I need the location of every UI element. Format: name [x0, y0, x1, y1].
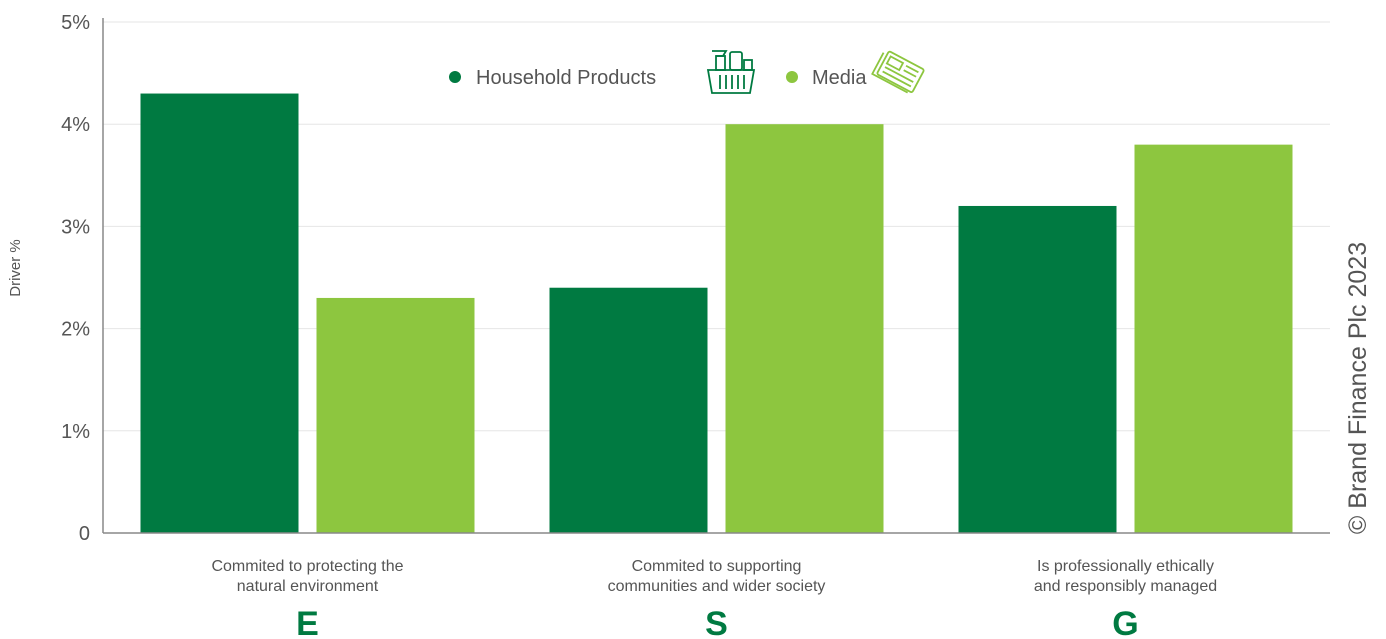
gridlines [103, 21, 1330, 432]
cleaning-basket-icon [706, 50, 756, 94]
y-tick-label: 0 [79, 523, 90, 545]
esg-letter-e: E [296, 605, 319, 639]
newspaper-icon [871, 50, 925, 94]
bar-household-products-2 [958, 205, 1117, 533]
y-tick-label: 5% [61, 12, 90, 34]
esg-letter-s: S [705, 605, 728, 639]
legend-item-household[interactable]: Household Products [449, 50, 756, 94]
x-category-label: Commited to supporting [632, 558, 802, 575]
esg-letter-g: G [1112, 605, 1138, 639]
bar-household-products-0 [140, 93, 299, 533]
legend-marker-media [786, 71, 798, 83]
y-tick-label: 4% [61, 114, 90, 136]
x-category-label: communities and wider society [608, 578, 826, 595]
category-labels: Commited to protecting the natural enviro… [211, 558, 1217, 639]
legend[interactable]: Household Products Media [449, 49, 925, 94]
copyright-notice: © Brand Finance Plc 2023 [1344, 242, 1372, 534]
bars [140, 93, 1293, 533]
x-category-label: and responsibly managed [1034, 578, 1217, 595]
y-axis-label: Driver % [7, 239, 24, 297]
legend-label-household: Household Products [476, 67, 656, 89]
x-category-label: Is professionally ethically [1037, 558, 1214, 575]
bar-media-0 [316, 297, 475, 533]
x-category-label: natural environment [237, 578, 379, 595]
y-axis-ticks: 0 1% 2% 3% 4% 5% [61, 12, 90, 545]
x-category-label: Commited to protecting the [211, 558, 403, 575]
bar-household-products-1 [549, 287, 708, 533]
legend-label-media: Media [812, 67, 867, 89]
legend-marker-household [449, 71, 461, 83]
y-tick-label: 2% [61, 319, 90, 341]
y-tick-label: 3% [61, 216, 90, 238]
bar-media-1 [725, 124, 884, 533]
y-tick-label: 1% [61, 421, 90, 443]
legend-item-media[interactable]: Media [786, 49, 925, 94]
bar-media-2 [1134, 144, 1293, 533]
